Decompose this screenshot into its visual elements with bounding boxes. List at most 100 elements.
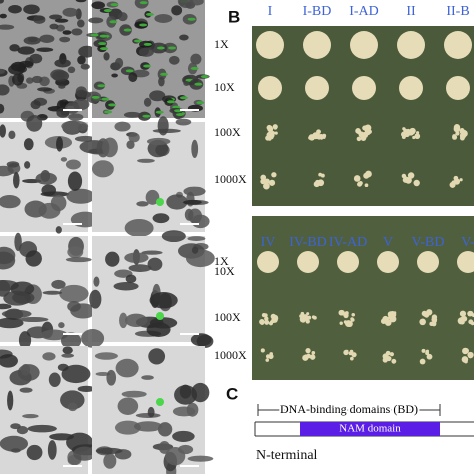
cell: [23, 4, 40, 15]
colony: [308, 134, 316, 141]
colony: [337, 251, 359, 273]
cell: [0, 354, 18, 368]
cell: [54, 18, 69, 23]
cell: [75, 0, 87, 3]
cell: [141, 250, 163, 255]
colony: [455, 131, 460, 136]
cell: [103, 453, 117, 469]
cell: [27, 424, 57, 433]
colony: [260, 348, 265, 353]
colony: [343, 320, 348, 324]
colony: [377, 251, 399, 273]
cell: [128, 132, 140, 143]
colony: [274, 131, 278, 135]
colony: [264, 319, 270, 325]
signal: [133, 39, 142, 43]
cell: [40, 329, 68, 341]
cell: [0, 13, 7, 19]
colony: [467, 310, 473, 317]
signal: [179, 96, 188, 100]
cell: [58, 84, 66, 89]
cell: [77, 385, 96, 392]
cell: [124, 218, 154, 237]
domain-box: [300, 422, 440, 436]
cell: [71, 28, 83, 36]
colony: [306, 353, 311, 359]
colony: [303, 31, 331, 59]
cell: [42, 290, 63, 295]
cell: [149, 90, 166, 102]
signal: [166, 100, 175, 104]
cell: [183, 81, 190, 86]
signal: [156, 398, 164, 406]
colony: [425, 351, 430, 356]
cell: [171, 5, 183, 16]
cell: [178, 0, 194, 8]
bracket-label: DNA-binding domains (BD): [280, 402, 418, 416]
cell: [128, 72, 138, 83]
cell: [166, 194, 188, 210]
colony: [453, 125, 461, 133]
colony: [269, 352, 273, 356]
cell: [17, 46, 35, 55]
colony: [461, 315, 466, 320]
colony: [360, 135, 367, 141]
column-label: IV-BD: [289, 235, 327, 250]
cell: [114, 420, 141, 435]
cell: [111, 73, 118, 78]
colony: [468, 353, 473, 359]
cell: [158, 76, 165, 87]
signal: [156, 312, 164, 320]
colony: [297, 251, 319, 273]
colony: [422, 311, 428, 317]
row-label: 1000X: [214, 348, 247, 362]
column-label: IV-AD: [329, 235, 367, 250]
colony: [457, 251, 474, 273]
signal: [101, 97, 110, 101]
cell: [119, 312, 128, 329]
colonies: [256, 31, 474, 365]
colony: [402, 127, 406, 131]
colony: [452, 134, 458, 140]
cell: [0, 24, 15, 30]
row-label: 100X: [214, 310, 241, 324]
cell: [93, 276, 100, 287]
cell: [172, 430, 195, 442]
cell: [9, 44, 20, 52]
cell: [67, 246, 84, 259]
colony: [305, 76, 329, 100]
cell: [62, 346, 73, 355]
cell: [103, 52, 110, 61]
cell: [60, 157, 68, 162]
micrographs: [0, 0, 215, 474]
signal: [109, 20, 118, 24]
cell: [73, 446, 96, 461]
cell: [0, 435, 29, 452]
cell: [42, 352, 56, 361]
colony: [264, 178, 270, 185]
cell: [62, 7, 79, 17]
cell: [24, 161, 31, 169]
colony: [309, 354, 316, 360]
colony: [305, 319, 310, 324]
cell: [0, 165, 14, 177]
cell: [117, 12, 128, 22]
signal: [142, 114, 151, 118]
cell: [152, 213, 170, 224]
colony: [390, 310, 395, 316]
signal: [104, 110, 113, 114]
cell: [25, 250, 42, 267]
colony: [259, 319, 265, 325]
cell: [121, 390, 147, 398]
colony: [357, 181, 363, 187]
cell: [1, 309, 32, 318]
cell: [26, 114, 43, 132]
row-label: 1X: [214, 254, 229, 268]
colony: [459, 135, 465, 141]
signal: [175, 113, 184, 117]
cell: [191, 246, 199, 254]
colony: [421, 348, 426, 353]
colony: [268, 179, 276, 186]
cell: [19, 387, 33, 393]
cell: [94, 352, 118, 360]
